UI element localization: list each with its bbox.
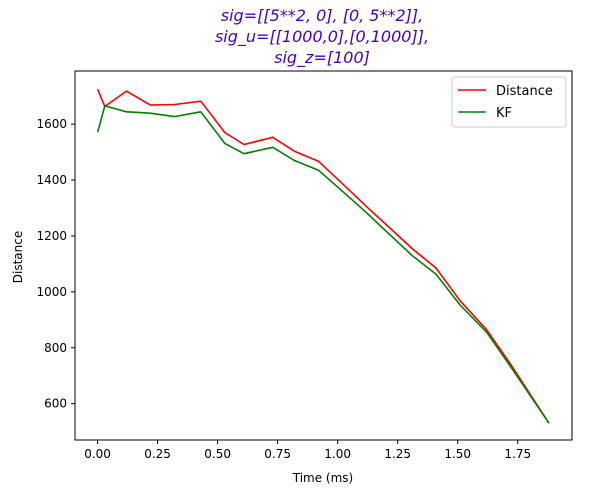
x-tick-label: 1.25 <box>384 447 411 461</box>
series-layer <box>96 88 550 424</box>
y-tick-label: 1000 <box>36 285 67 299</box>
series-line-distance <box>96 88 550 424</box>
x-tick-label: 0.25 <box>144 447 171 461</box>
series-line-kf <box>96 105 550 424</box>
axes-layer: 0.00 0.25 0.50 0.75 1.00 1.25 1.50 1.75 600 800 10… <box>36 117 531 461</box>
y-tick-label: 800 <box>44 341 67 355</box>
chart-title-line-1: sig=[[5**2, 0], [0, 5**2]], <box>221 6 423 25</box>
y-tick-label: 600 <box>44 397 67 411</box>
x-tick-label: 1.50 <box>444 447 471 461</box>
y-tick-label: 1200 <box>36 229 67 243</box>
x-tick-label: 0.00 <box>84 447 111 461</box>
x-tick-label: 1.00 <box>324 447 351 461</box>
y-axis-label: Distance <box>11 231 25 283</box>
chart-title-line-3: sig_z=[100] <box>274 48 370 68</box>
x-tick-label: 1.75 <box>504 447 531 461</box>
chart-title-line-2: sig_u=[[1000,0],[0,1000]], <box>215 27 429 47</box>
legend-label: Distance <box>496 84 553 99</box>
chart-title: sig=[[5**2, 0], [0, 5**2]], sig_u=[[1000… <box>215 6 429 68</box>
legend: Distance KF <box>451 76 567 128</box>
plot-area <box>74 70 573 441</box>
x-axis-label: Time (ms) <box>292 471 354 485</box>
legend-label: KF <box>496 106 512 121</box>
x-tick-label: 0.75 <box>264 447 291 461</box>
y-tick-label: 1400 <box>36 173 67 187</box>
x-tick-label: 0.50 <box>204 447 231 461</box>
y-tick-label: 1600 <box>36 117 67 131</box>
plot-frame <box>74 70 573 441</box>
